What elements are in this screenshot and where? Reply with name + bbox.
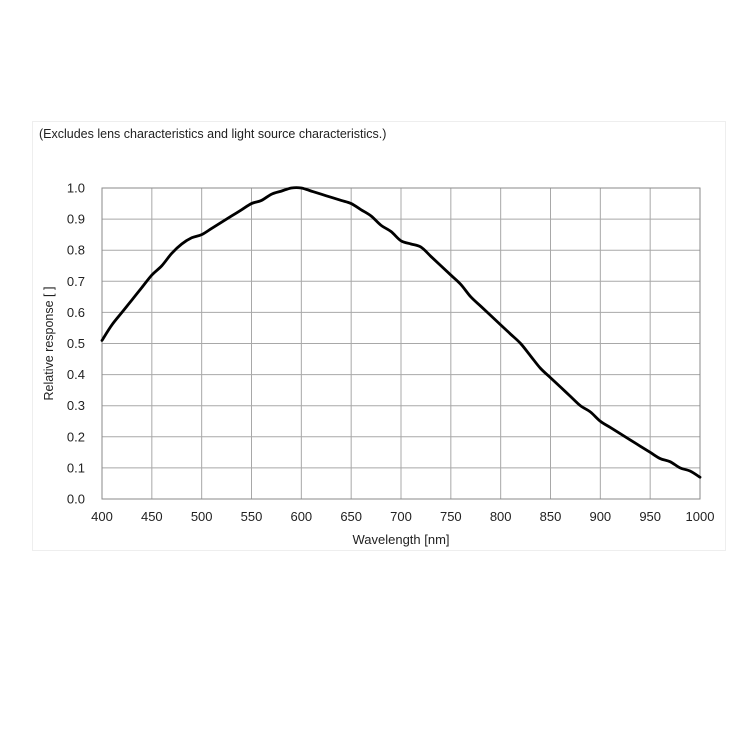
- x-tick-label: 750: [440, 509, 462, 524]
- x-tick-label: 950: [639, 509, 661, 524]
- x-tick-label: 800: [490, 509, 512, 524]
- y-axis-label: Relative response [ ]: [42, 287, 56, 401]
- y-tick-label: 0.8: [67, 243, 85, 258]
- y-tick-label: 0.9: [67, 212, 85, 227]
- y-tick-label: 1.0: [67, 181, 85, 196]
- x-tick-label: 450: [141, 509, 163, 524]
- x-tick-labels: 400 450 500 550 600 650 700 750 800 850 900 950 1000: [91, 509, 714, 524]
- y-tick-label: 0.3: [67, 398, 85, 413]
- y-tick-labels: 0.0 0.1 0.2 0.3 0.4 0.5 0.6 0.7 0.8 0.9 1.0: [67, 181, 85, 507]
- chart-note: (Excludes lens characteristics and light…: [39, 127, 387, 141]
- y-tick-label: 0.0: [67, 492, 85, 507]
- x-tick-label: 400: [91, 509, 113, 524]
- y-tick-label: 0.4: [67, 367, 85, 382]
- x-tick-label: 700: [390, 509, 412, 524]
- x-tick-label: 500: [191, 509, 213, 524]
- chart-figure: (Excludes lens characteristics and light…: [32, 121, 726, 551]
- plot-frame: [101, 187, 701, 500]
- x-tick-label: 850: [540, 509, 562, 524]
- response-chart: 400 450 500 550 600 650 700 750 800 850 900 950 1000…: [42, 181, 714, 548]
- y-tick-label: 0.7: [67, 274, 85, 289]
- x-tick-label: 1000: [686, 509, 715, 524]
- x-axis-label: Wavelength [nm]: [352, 532, 449, 547]
- y-tick-label: 0.6: [67, 305, 85, 320]
- y-tick-label: 0.5: [67, 336, 85, 351]
- x-tick-label: 650: [340, 509, 362, 524]
- x-tick-label: 550: [241, 509, 263, 524]
- y-tick-label: 0.2: [67, 429, 85, 444]
- y-tick-label: 0.1: [67, 460, 85, 475]
- grid: [101, 187, 701, 500]
- x-tick-label: 900: [589, 509, 611, 524]
- x-tick-label: 600: [290, 509, 312, 524]
- series-line: [100, 186, 702, 479]
